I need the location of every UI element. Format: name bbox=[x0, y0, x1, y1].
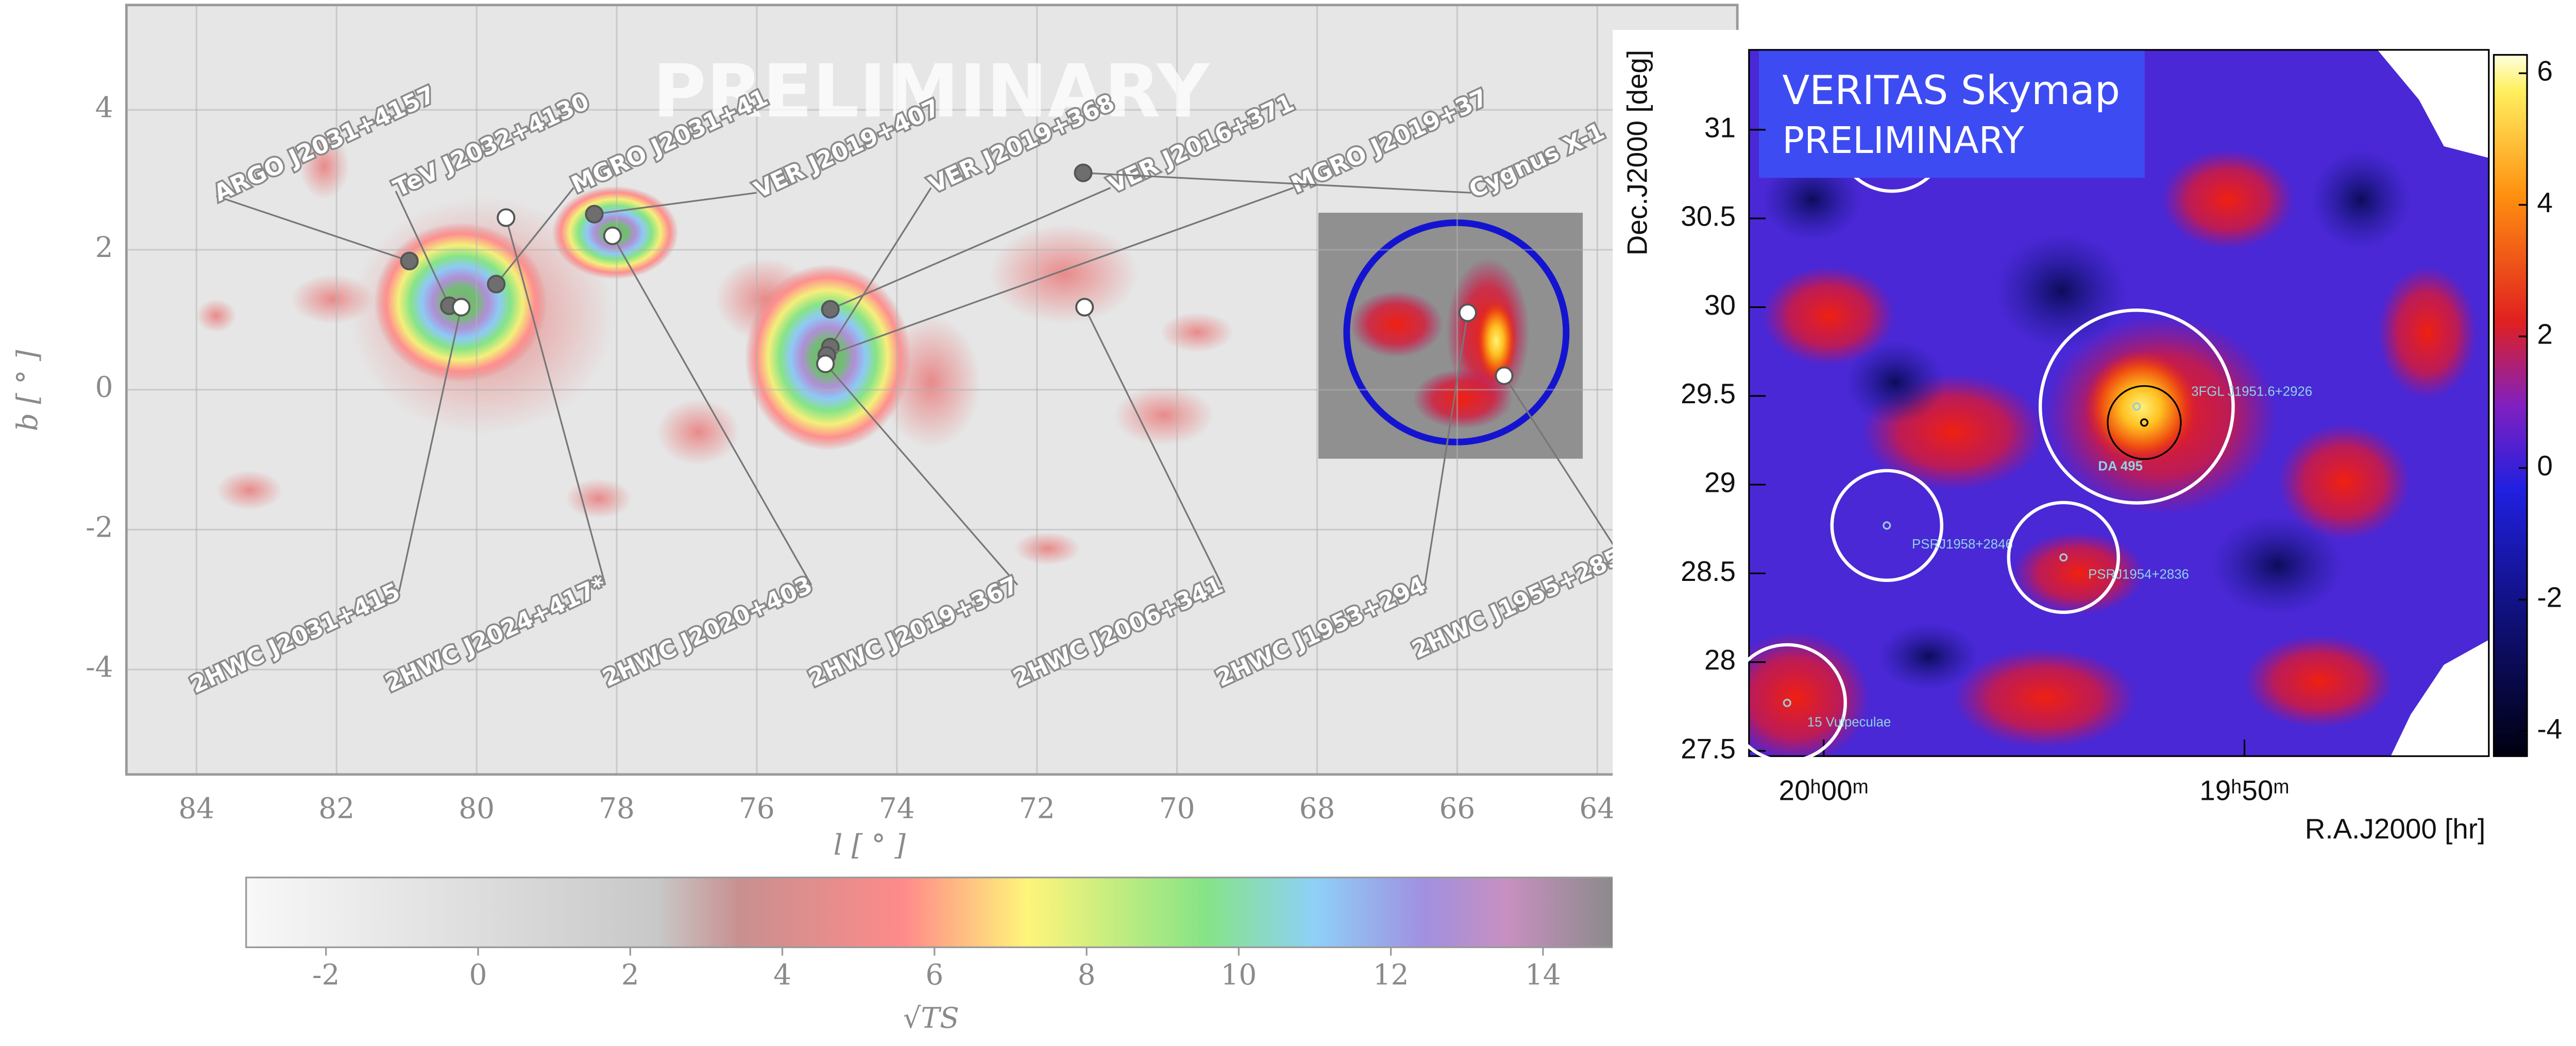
colorbar-tick-label: -2 bbox=[2537, 581, 2562, 613]
figure: 8482807876747270686664-4-2024PRELIMINARY… bbox=[0, 0, 2576, 1046]
source-label: PSRJ1954+2836 bbox=[2088, 567, 2189, 581]
y-tick-label: 27.5 bbox=[1681, 732, 1736, 764]
y-tick-label: -4 bbox=[86, 650, 113, 683]
x-axis-label: R.A.J2000 [hr] bbox=[2305, 813, 2486, 845]
y-tick-label: 4 bbox=[95, 91, 113, 124]
colorbar-tick-label: -4 bbox=[2537, 713, 2562, 745]
x-tick-label: 78 bbox=[599, 792, 635, 825]
y-tick-label: -2 bbox=[86, 510, 113, 543]
colorbar-tick-label: 6 bbox=[2537, 55, 2553, 87]
colorbar-tick-label: 14 bbox=[1525, 958, 1561, 991]
colorbar-tick-label: 0 bbox=[469, 958, 487, 991]
x-tick-label: 20ʰ00ᵐ bbox=[1779, 775, 1869, 807]
y-tick-label: 30.5 bbox=[1681, 200, 1736, 232]
source-marker bbox=[1460, 304, 1476, 321]
x-tick-label: 64 bbox=[1579, 792, 1615, 825]
x-tick-label: 84 bbox=[178, 792, 214, 825]
colorbar-tick-label: 10 bbox=[1221, 958, 1257, 991]
colorbar bbox=[246, 878, 1616, 948]
y-axis-label: b [ ° ] bbox=[11, 350, 44, 431]
x-tick-label: 72 bbox=[1019, 792, 1055, 825]
colorbar-label: √TS bbox=[903, 1001, 959, 1034]
x-tick-label: 82 bbox=[318, 792, 354, 825]
x-tick-label: 19ʰ50ᵐ bbox=[2199, 775, 2289, 807]
colorbar-tick-label: 4 bbox=[773, 958, 791, 991]
y-tick-label: 31 bbox=[1704, 111, 1736, 143]
x-tick-label: 74 bbox=[879, 792, 915, 825]
y-tick-label: 0 bbox=[95, 371, 113, 404]
x-tick-label: 66 bbox=[1439, 792, 1476, 825]
x-tick-label: 68 bbox=[1299, 792, 1335, 825]
x-tick-label: 70 bbox=[1159, 792, 1195, 825]
colorbar-tick-label: 2 bbox=[621, 958, 639, 991]
colorbar-tick-label: 0 bbox=[2537, 450, 2553, 482]
veritas-panel: 20ʰ00ᵐ 19ʰ50ᵐ 27.5 28 28.5 29 29.5 30 30.5 31 VERI… bbox=[1613, 30, 2576, 1046]
source-label: 15 Vulpeculae bbox=[1807, 715, 1891, 730]
source-label: PSRJ1958+2846 bbox=[1912, 537, 2013, 552]
y-tick-label: 28.5 bbox=[1681, 555, 1736, 587]
source-marker bbox=[604, 228, 621, 244]
y-axis-label: Dec.J2000 [deg] bbox=[1621, 50, 1653, 255]
source-marker bbox=[498, 209, 514, 226]
source-marker bbox=[822, 301, 839, 317]
source-marker bbox=[488, 276, 504, 292]
source-marker bbox=[453, 299, 469, 315]
source-marker bbox=[1496, 367, 1512, 384]
y-tick-label: 29.5 bbox=[1681, 378, 1736, 409]
y-tick-label: 30 bbox=[1704, 289, 1736, 321]
source-marker bbox=[401, 253, 417, 269]
x-tick-label: 80 bbox=[459, 792, 495, 825]
y-tick-label: 2 bbox=[95, 231, 113, 264]
chart-subtitle: PRELIMINARY bbox=[1782, 119, 2024, 162]
source-marker bbox=[1075, 165, 1091, 181]
x-tick-label: 76 bbox=[739, 792, 775, 825]
colorbar-tick-label: 4 bbox=[2537, 186, 2553, 218]
y-tick-label: 29 bbox=[1704, 467, 1736, 499]
colorbar bbox=[2494, 55, 2527, 756]
source-marker bbox=[586, 206, 602, 222]
y-tick-label: 28 bbox=[1704, 644, 1736, 676]
source-marker bbox=[1076, 299, 1093, 315]
colorbar-tick-label: 12 bbox=[1373, 958, 1409, 991]
source-marker bbox=[817, 355, 834, 372]
colorbar-tick-label: 8 bbox=[1078, 958, 1096, 991]
colorbar-tick-label: 2 bbox=[2537, 318, 2553, 350]
source-label: 3FGL J1951.6+2926 bbox=[2191, 384, 2312, 399]
x-axis-label: l [ ° ] bbox=[834, 829, 906, 862]
source-label: DA 495 bbox=[2098, 459, 2143, 474]
chart-title: VERITAS Skymap bbox=[1782, 67, 2120, 114]
colorbar-tick-label: -2 bbox=[312, 958, 340, 991]
colorbar-tick-label: 6 bbox=[925, 958, 943, 991]
